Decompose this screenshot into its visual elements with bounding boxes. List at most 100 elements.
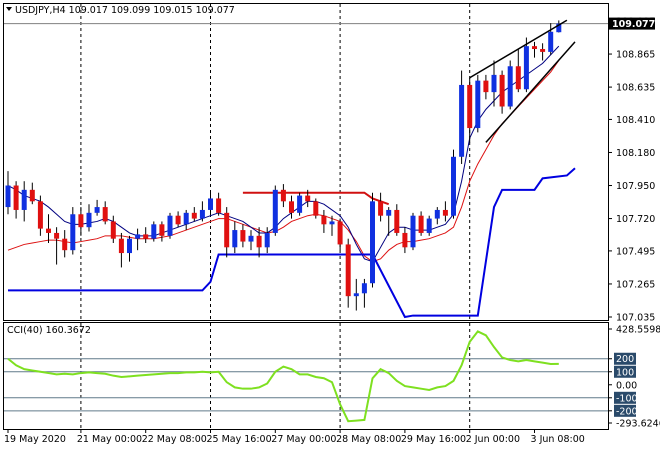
candle-body xyxy=(475,80,481,129)
cci-panel: CCI(40) 160.3672 xyxy=(3,322,609,430)
cci-level-tag xyxy=(614,391,636,404)
candle xyxy=(86,204,92,232)
candle xyxy=(394,204,400,236)
price-tick-label: 108.410 xyxy=(616,115,655,126)
candle-body xyxy=(418,215,424,233)
cci-levels xyxy=(4,358,608,412)
price-tick-label: 108.180 xyxy=(616,148,655,159)
candle xyxy=(426,215,432,236)
candle-body xyxy=(248,235,254,242)
candle-body xyxy=(272,189,278,233)
candle xyxy=(507,60,513,110)
candle xyxy=(46,214,51,243)
price-panel-border xyxy=(3,3,609,321)
candle-body xyxy=(102,207,108,222)
time-tick-label: 19 May 2020 xyxy=(4,434,66,445)
cci-tick-label: 100 xyxy=(616,367,634,378)
time-tick-label: 22 May 08:00 xyxy=(142,434,207,445)
candle xyxy=(540,43,546,61)
candle xyxy=(37,195,43,236)
current-price-tag-bg xyxy=(609,17,655,30)
price-tick-label: 108.865 xyxy=(616,50,655,61)
candle-body xyxy=(167,215,173,236)
candle-body xyxy=(459,84,465,157)
candle-body xyxy=(199,209,205,219)
candle-body xyxy=(191,212,197,219)
candle xyxy=(337,218,343,251)
candle xyxy=(345,238,351,308)
candle xyxy=(78,207,84,236)
candle xyxy=(135,228,141,251)
candle-body xyxy=(5,185,11,208)
candle-body xyxy=(135,234,141,239)
candle xyxy=(240,224,246,248)
cci-level-tag xyxy=(614,365,636,378)
candle xyxy=(175,211,181,228)
price-tick-label: 107.950 xyxy=(616,181,655,192)
candle xyxy=(199,201,205,222)
candle-body xyxy=(499,74,505,107)
candle xyxy=(29,182,35,205)
candle xyxy=(378,192,384,222)
candle xyxy=(305,189,311,208)
candle-body xyxy=(337,221,343,245)
chart-title: USDJPY,H4 109.017 109.099 109.015 109.07… xyxy=(15,5,235,16)
candle-body xyxy=(442,209,448,216)
candle-body xyxy=(62,238,68,251)
candle-body xyxy=(548,31,554,52)
cci-tick-label: 0.00 xyxy=(616,380,637,391)
candle xyxy=(418,211,424,236)
candle-body xyxy=(78,214,84,228)
candle xyxy=(297,192,303,216)
cci-level-tag xyxy=(614,404,636,417)
candle-body xyxy=(426,218,432,233)
candle xyxy=(289,195,294,219)
candle-body xyxy=(289,201,294,213)
candle-body xyxy=(46,228,51,233)
cci-panel-border xyxy=(3,322,609,430)
cci-tick-label: -200 xyxy=(616,406,638,417)
candle-body xyxy=(94,207,100,213)
candle-body xyxy=(321,215,327,225)
candle-body xyxy=(378,201,384,216)
candle xyxy=(167,212,173,239)
candle-body xyxy=(483,80,489,93)
wedge-lower-trendline xyxy=(485,41,576,143)
candle xyxy=(386,207,392,236)
price-tick-label: 108.635 xyxy=(616,83,655,94)
candle-body xyxy=(297,195,303,213)
price-tick-label: 107.495 xyxy=(616,246,655,257)
current-price-label: 109.077 xyxy=(612,19,655,30)
ma-red-line xyxy=(7,60,560,263)
cci-axis: 428.5598 200 100 0.00 -100 -200 -293.6246 xyxy=(608,325,660,430)
candle-body xyxy=(467,84,473,129)
candle xyxy=(110,215,116,243)
candle-body xyxy=(151,224,157,239)
candle-body xyxy=(361,283,367,294)
price-tick-label: 107.720 xyxy=(616,214,655,225)
cci-label: CCI(40) 160.3672 xyxy=(7,325,91,336)
candle xyxy=(102,201,108,225)
candle xyxy=(264,227,270,254)
time-tick-label: 2 Jun 00:00 xyxy=(466,434,520,445)
candle xyxy=(467,77,473,143)
candle-body xyxy=(280,189,286,202)
candle-body xyxy=(370,201,375,284)
candles xyxy=(5,20,562,311)
time-tick-label: 29 May 16:00 xyxy=(401,434,466,445)
symbol-dropdown-icon[interactable] xyxy=(6,7,12,11)
current-price-tag: 109.077 xyxy=(609,17,655,30)
candle xyxy=(183,209,189,231)
price-panel: USDJPY,H4 109.017 109.099 109.015 109.07… xyxy=(3,3,609,321)
candle-body xyxy=(556,23,562,33)
candle-body xyxy=(402,232,408,248)
candle xyxy=(434,207,440,225)
candle xyxy=(329,215,335,236)
candle-body xyxy=(329,221,335,225)
candle xyxy=(118,232,124,268)
candle-body xyxy=(386,209,392,216)
candle xyxy=(21,181,27,222)
candle xyxy=(54,227,60,265)
vertical-gridlines xyxy=(80,4,471,320)
